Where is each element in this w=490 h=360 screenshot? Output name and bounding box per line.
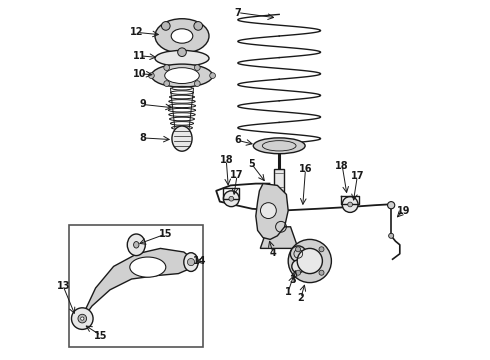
- Text: 18: 18: [335, 161, 349, 171]
- Ellipse shape: [155, 19, 209, 53]
- Circle shape: [195, 81, 200, 86]
- Ellipse shape: [81, 317, 84, 320]
- Text: 18: 18: [220, 155, 233, 165]
- Text: 10: 10: [133, 69, 147, 79]
- Ellipse shape: [184, 253, 198, 271]
- Text: 19: 19: [396, 206, 410, 216]
- Circle shape: [195, 65, 200, 71]
- Text: 7: 7: [234, 8, 241, 18]
- Circle shape: [388, 202, 395, 209]
- Circle shape: [194, 22, 202, 30]
- Circle shape: [148, 73, 154, 78]
- Ellipse shape: [291, 246, 306, 262]
- Text: 8: 8: [139, 133, 146, 143]
- Circle shape: [178, 48, 186, 57]
- Text: 5: 5: [248, 159, 255, 169]
- Polygon shape: [81, 248, 193, 319]
- Circle shape: [295, 270, 300, 275]
- Ellipse shape: [342, 197, 358, 212]
- Text: 17: 17: [350, 171, 364, 181]
- Text: 3: 3: [290, 275, 296, 285]
- Text: 15: 15: [159, 229, 172, 239]
- Circle shape: [162, 22, 170, 30]
- Text: 4: 4: [270, 248, 276, 258]
- Text: 12: 12: [130, 27, 144, 37]
- Circle shape: [295, 247, 300, 252]
- Text: 1: 1: [285, 287, 292, 297]
- Circle shape: [187, 258, 195, 266]
- Ellipse shape: [134, 242, 139, 248]
- Ellipse shape: [348, 202, 352, 207]
- Text: 9: 9: [139, 99, 146, 109]
- Polygon shape: [260, 227, 298, 248]
- Ellipse shape: [288, 239, 331, 283]
- Circle shape: [319, 270, 324, 275]
- Circle shape: [319, 247, 324, 252]
- Text: 2: 2: [297, 293, 304, 303]
- Ellipse shape: [253, 138, 305, 154]
- Text: 16: 16: [299, 164, 312, 174]
- Text: 17: 17: [230, 170, 244, 180]
- Circle shape: [210, 73, 216, 78]
- Ellipse shape: [130, 257, 166, 277]
- Ellipse shape: [223, 191, 239, 207]
- Ellipse shape: [78, 314, 87, 323]
- Ellipse shape: [292, 260, 305, 273]
- Text: 13: 13: [56, 281, 70, 291]
- Circle shape: [164, 81, 170, 86]
- Ellipse shape: [171, 29, 193, 43]
- Ellipse shape: [127, 234, 145, 256]
- Ellipse shape: [165, 68, 199, 84]
- Bar: [274, 169, 284, 232]
- Polygon shape: [256, 184, 288, 239]
- Ellipse shape: [297, 248, 322, 274]
- Bar: [69, 225, 202, 347]
- Circle shape: [164, 65, 170, 71]
- Text: 14: 14: [193, 256, 207, 266]
- Text: 15: 15: [94, 330, 108, 341]
- Text: 11: 11: [133, 51, 147, 61]
- Circle shape: [261, 203, 276, 219]
- Ellipse shape: [172, 126, 192, 151]
- Ellipse shape: [151, 64, 213, 87]
- Ellipse shape: [229, 196, 234, 201]
- Ellipse shape: [72, 308, 93, 329]
- Ellipse shape: [155, 50, 209, 66]
- Circle shape: [389, 233, 393, 238]
- Text: 6: 6: [234, 135, 241, 145]
